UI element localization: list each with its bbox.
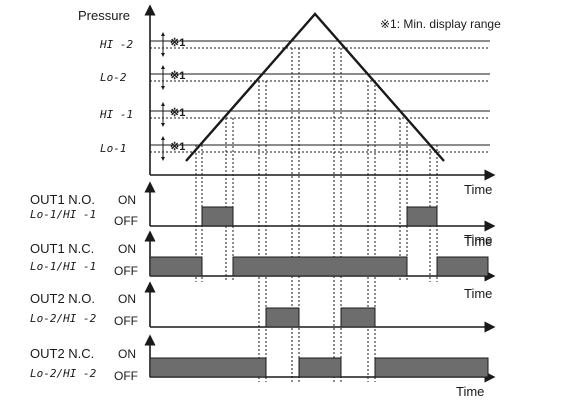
out1-nc-code: Lo-1/HI -1	[30, 260, 96, 273]
out1-no-code: Lo-1/HI -1	[30, 208, 96, 221]
out2-no-chart: OUT2 N.O. Lo-2/HI -2 ON OFF Time	[30, 281, 496, 333]
min-display-range-note: ※1: Min. display range	[380, 17, 501, 31]
out1-no-title: OUT1 N.O.	[30, 192, 95, 207]
level-label-lo1: Lo-1	[100, 142, 127, 155]
level-label-hi2: HI -2	[99, 38, 133, 51]
out1-no-time-label: Time	[464, 232, 492, 247]
pressure-axis-label: Pressure	[78, 8, 130, 23]
level-label-lo2: Lo-2	[100, 71, 127, 84]
out1-no-on-label: ON	[118, 193, 136, 207]
range-mark-hi2: ※1	[170, 37, 185, 49]
out2-no-off-label: OFF	[114, 314, 138, 328]
out1-nc-on-label: ON	[118, 242, 136, 256]
pressure-curve	[185, 12, 445, 162]
range-mark-lo2: ※1	[170, 70, 185, 82]
out2-nc-time-label: Time	[456, 384, 484, 399]
pressure-time-label: Time	[464, 182, 492, 197]
out1-nc-time-label: Time	[464, 234, 492, 249]
out1-no-off-label: OFF	[114, 214, 138, 228]
out2-no-title: OUT2 N.O.	[30, 291, 95, 306]
threshold-lines	[150, 40, 490, 153]
out2-nc-on-label: ON	[118, 347, 136, 361]
out2-nc-off-label: OFF	[114, 369, 138, 383]
out2-nc-chart: OUT2 N.C. Lo-2/HI -2 ON OFF Time	[30, 334, 496, 399]
out2-no-time-label: Time	[464, 286, 492, 301]
level-label-hi1: HI -1	[99, 108, 133, 121]
out2-nc-code: Lo-2/HI -2	[30, 367, 97, 380]
out1-no-on-pulse-fall	[406, 206, 438, 227]
out2-nc-title: OUT2 N.C.	[30, 346, 94, 361]
out1-no-on-pulse-rise	[201, 206, 234, 227]
range-mark-hi1: ※1	[170, 107, 185, 119]
out1-nc-chart: OUT1 N.C. Lo-1/HI -1 ON OFF Time	[30, 230, 496, 282]
out2-no-on-label: ON	[118, 292, 136, 306]
out2-no-code: Lo-2/HI -2	[30, 312, 97, 325]
pressure-chart: Pressure ※1: Min. display range Time HI …	[78, 4, 501, 197]
out1-nc-title: OUT1 N.C.	[30, 241, 94, 256]
out1-nc-off-label: OFF	[114, 264, 138, 278]
out1-no-chart: OUT1 N.O. Lo-1/HI -1 ON OFF Time	[30, 181, 496, 247]
range-mark-lo1: ※1	[170, 141, 185, 153]
